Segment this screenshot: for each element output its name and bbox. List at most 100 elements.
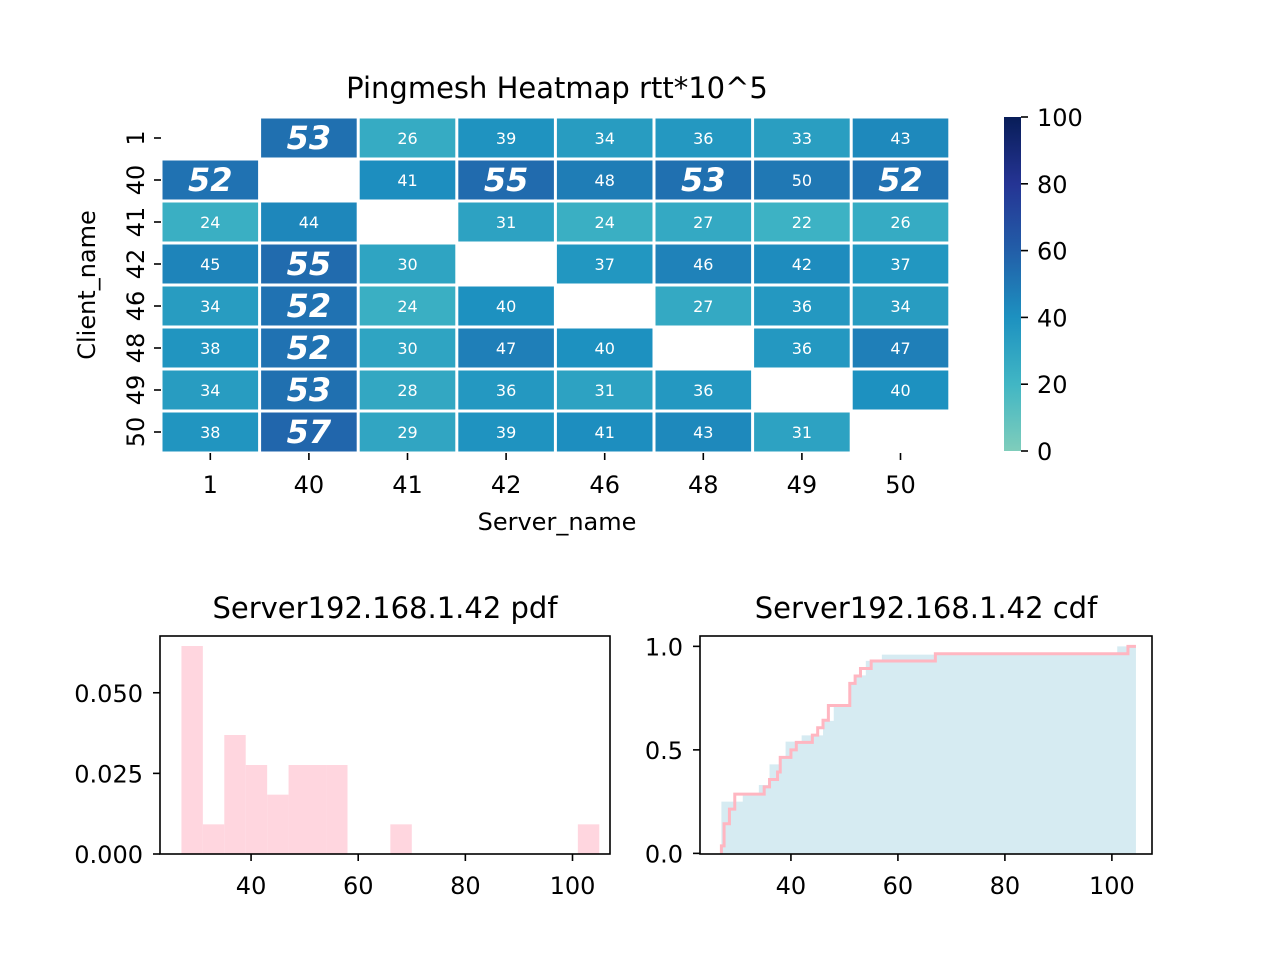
heatmap-x-tick-label: 48: [688, 471, 719, 499]
heatmap-cell: [852, 118, 949, 158]
colorbar-tick-label: 20: [1037, 371, 1068, 399]
colorbar-tick-label: 40: [1037, 304, 1068, 332]
heatmap-cell: [852, 286, 949, 326]
pdf-bar: [224, 735, 246, 854]
heatmap-cell-label: 52: [287, 287, 332, 325]
heatmap-cell: [261, 370, 357, 410]
pdf-bar: [181, 646, 203, 854]
pdf-bar: [245, 764, 268, 854]
heatmap-cell: [162, 412, 259, 452]
pdf-bar: [390, 824, 412, 854]
heatmap-cell-label: 37: [890, 255, 910, 274]
colorbar-tick-label: 100: [1037, 104, 1083, 132]
heatmap-title: Pingmesh Heatmap rtt*10^5: [346, 71, 768, 105]
heatmap-x-tick-label: 42: [491, 471, 522, 499]
heatmap-cell-label: 46: [693, 255, 713, 274]
heatmap-cell: [162, 244, 259, 284]
heatmap-cell: [655, 118, 752, 158]
heatmap-cell-label: 43: [693, 423, 713, 442]
heatmap-cell-label: 41: [595, 423, 615, 442]
heatmap-cell-label: 30: [397, 255, 417, 274]
heatmap-cell-label: 38: [200, 423, 220, 442]
heatmap-cell-label: 36: [792, 339, 812, 358]
heatmap-cell: [359, 160, 456, 200]
heatmap-cell: [261, 328, 357, 368]
heatmap-cell-label: 34: [595, 129, 615, 148]
pdf-bar: [267, 794, 289, 854]
heatmap-x-tick-label: 50: [885, 471, 916, 499]
heatmap-cell: [162, 328, 259, 368]
heatmap-cell: [458, 412, 554, 452]
heatmap-cell-label: 36: [693, 381, 713, 400]
heatmap-cell-label: 36: [693, 129, 713, 148]
heatmap-cell: [556, 118, 653, 158]
cdf-y-ticks: 0.0 0.5 1.0: [645, 633, 700, 868]
heatmap-cell-label: 42: [792, 255, 812, 274]
heatmap-cell-label: 39: [496, 129, 516, 148]
pdf-bar: [310, 764, 327, 854]
heatmap-cell: [261, 118, 357, 158]
heatmap-cell-label: 39: [496, 423, 516, 442]
heatmap-x-tick-label: 41: [392, 471, 423, 499]
pdf-y-tick-label: 0.000: [74, 841, 143, 869]
heatmap-cell-label: 24: [200, 213, 220, 232]
heatmap-y-tick-label: 46: [122, 291, 150, 322]
heatmap-cell: [458, 160, 554, 200]
heatmap-x-tick-label: 46: [589, 471, 620, 499]
heatmap-cell-label: 45: [200, 255, 220, 274]
cdf-fill-area: [721, 646, 1136, 854]
pdf-x-tick-label: 40: [236, 872, 267, 900]
heatmap-cell: [359, 244, 456, 284]
heatmap-cell: [162, 286, 259, 326]
heatmap-cell-label: 55: [287, 245, 332, 283]
heatmap-cell-label: 29: [397, 423, 417, 442]
heatmap-cell-label: 31: [496, 213, 516, 232]
heatmap-cell: [261, 244, 357, 284]
heatmap-cell: [655, 370, 752, 410]
pdf-y-tick-label: 0.050: [74, 680, 143, 708]
heatmap-cell: [556, 244, 653, 284]
heatmap-cell-label: 53: [287, 119, 332, 157]
cdf-x-tick-label: 100: [1089, 872, 1135, 900]
heatmap-cell-label: 22: [792, 213, 812, 232]
heatmap-cell: [655, 412, 752, 452]
colorbar-tick-label: 60: [1037, 238, 1068, 266]
heatmap-cell: [655, 202, 752, 242]
heatmap-cell-label: 34: [890, 297, 910, 316]
heatmap-cell-label: 33: [792, 129, 812, 148]
heatmap-cell-label: 26: [890, 213, 910, 232]
heatmap-cell-label: 53: [287, 371, 332, 409]
heatmap-cell: [359, 328, 456, 368]
heatmap-cell: [754, 412, 850, 452]
heatmap-cell-label: 40: [595, 339, 615, 358]
heatmap-cell: [754, 160, 850, 200]
pdf-bar: [326, 764, 348, 854]
heatmap-cell: [458, 118, 554, 158]
heatmap-cell-label: 48: [595, 171, 615, 190]
heatmap-cell: [754, 286, 850, 326]
heatmap-cell: [754, 244, 850, 284]
heatmap-y-tick-label: 49: [122, 375, 150, 406]
heatmap-cell: [655, 244, 752, 284]
heatmap-cell-label: 28: [397, 381, 417, 400]
heatmap-cell-label: 52: [878, 161, 923, 199]
heatmap: Pingmesh Heatmap rtt*10^5 53 26 39 34 36 33 43…: [73, 71, 949, 536]
heatmap-cell-label: 40: [890, 381, 910, 400]
heatmap-cell: [852, 202, 949, 242]
cdf-x-tick-label: 40: [776, 872, 807, 900]
heatmap-cell: [655, 286, 752, 326]
heatmap-y-tick-label: 40: [122, 165, 150, 196]
pdf-x-ticks: 40 60 80 100: [236, 854, 595, 900]
pdf-title: Server192.168.1.42 pdf: [212, 591, 558, 625]
heatmap-cell: [359, 286, 456, 326]
heatmap-cell: [359, 412, 456, 452]
heatmap-cell: [458, 286, 554, 326]
cdf-chart: Server192.168.1.42 cdf 40 60 80 100 0.0 0.5 1…: [645, 591, 1153, 900]
heatmap-cell-label: 27: [693, 213, 713, 232]
heatmap-x-ticks: 1 40 41 42 46 48 49 50: [203, 453, 916, 499]
heatmap-cell: [261, 412, 357, 452]
cdf-step-line-group: [719, 644, 1136, 854]
heatmap-cell-label: 52: [287, 329, 332, 367]
pdf-x-tick-label: 60: [343, 872, 374, 900]
